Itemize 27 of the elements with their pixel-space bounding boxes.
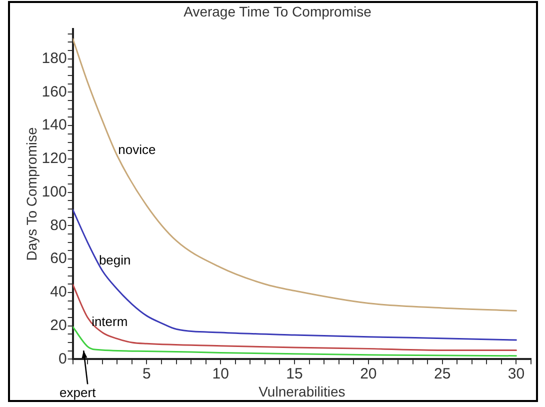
annotation: expert (60, 384, 96, 400)
y-tick-label: 100 (42, 183, 67, 200)
y-tick-label: 180 (42, 50, 67, 67)
annotation: interm (92, 314, 128, 330)
line-series (72, 326, 517, 357)
y-tick-label: 0 (58, 350, 67, 368)
x-tick-label: 25 (434, 365, 451, 382)
annotation: begin (98, 252, 131, 268)
y-tick-label: 80 (50, 216, 67, 234)
x-axis-title: Vulnerabilities (258, 383, 346, 400)
y-tick-label: 160 (42, 83, 67, 100)
line-series (72, 38, 517, 312)
y-tick-label: 40 (50, 284, 67, 301)
x-tick-label: 5 (142, 365, 151, 382)
chart-title: Average Time To Compromise (184, 3, 372, 20)
x-tick-label: 20 (360, 365, 377, 382)
y-axis-title: Days To Compromise (23, 127, 40, 261)
y-tick-label: 60 (50, 250, 67, 268)
x-tick-label: 15 (286, 365, 303, 382)
line-series (72, 208, 517, 341)
x-tick-label: 10 (212, 365, 229, 382)
annotation: novice (118, 142, 156, 158)
y-tick-label: 140 (42, 116, 67, 134)
y-tick-label: 120 (42, 150, 67, 168)
x-tick-label: 30 (508, 365, 525, 382)
y-tick-label: 20 (50, 316, 67, 334)
line-series (72, 284, 517, 351)
